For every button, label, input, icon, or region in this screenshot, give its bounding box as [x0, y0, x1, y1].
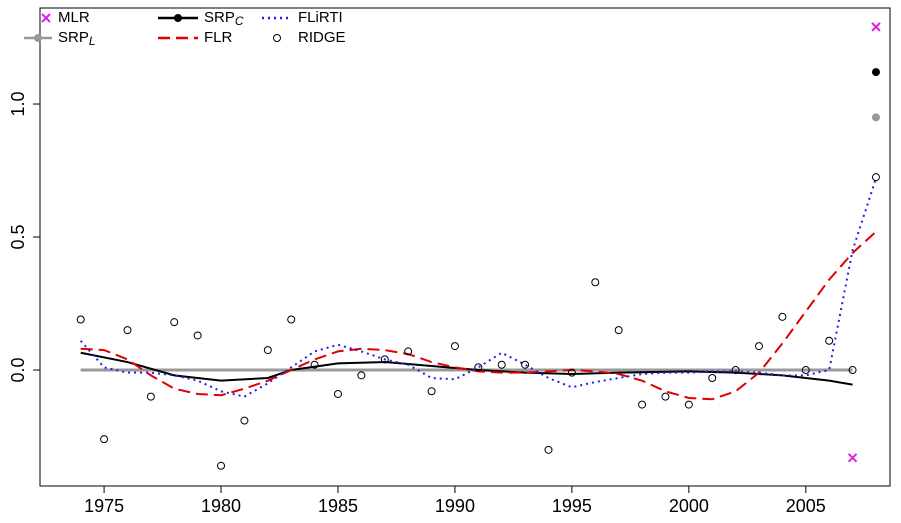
point [76, 315, 85, 324]
legend-marker [273, 34, 281, 42]
legend-marker [34, 34, 42, 42]
point [801, 366, 810, 375]
point [193, 331, 202, 340]
point [263, 346, 272, 355]
point [450, 342, 459, 351]
point [427, 387, 436, 396]
point [544, 445, 553, 454]
point [100, 435, 109, 444]
point [217, 461, 226, 470]
point [521, 360, 530, 369]
cross-marker [847, 453, 858, 463]
y-tick-label: 1.0 [8, 92, 28, 117]
point [567, 368, 576, 377]
point [146, 392, 155, 401]
point [871, 173, 880, 182]
x-tick-label: 1985 [318, 496, 358, 516]
legend-name: FLiRTI [298, 9, 343, 26]
x-tick-label: 1995 [552, 496, 592, 516]
legend-subscript: C [235, 14, 244, 28]
legend-label: FLiRTI [298, 9, 343, 26]
x-tick-label: 1975 [84, 496, 124, 516]
point [638, 400, 647, 409]
series-line [80, 351, 853, 386]
point [708, 374, 717, 383]
point [170, 318, 179, 327]
plot-frame [39, 7, 891, 487]
x-tick-label: 2000 [669, 496, 709, 516]
point [404, 347, 413, 356]
legend-name: SRP [58, 29, 89, 46]
point [778, 312, 787, 321]
legend-label: SRPC [204, 9, 244, 28]
point [661, 392, 670, 401]
cross-marker [871, 22, 881, 32]
point [123, 326, 132, 335]
point [474, 363, 483, 372]
point [240, 416, 249, 425]
point [871, 113, 880, 122]
point [333, 389, 342, 398]
legend-marker [174, 14, 182, 22]
legend-name: RIDGE [298, 29, 346, 46]
point [357, 371, 366, 380]
legend-label: FLR [204, 29, 233, 46]
point [825, 336, 834, 345]
legend-label: SRPL [58, 29, 96, 48]
legend-subscript: L [89, 34, 96, 48]
y-tick-label: 0.5 [8, 225, 28, 250]
x-tick-label: 2005 [786, 496, 826, 516]
legend-name: SRP [204, 9, 235, 26]
point [871, 68, 880, 77]
point [731, 366, 740, 375]
y-tick-label: 0.0 [8, 358, 28, 383]
legend-name: MLR [58, 9, 90, 26]
point [848, 366, 857, 375]
point [380, 355, 389, 364]
legend-label: MLR [58, 9, 90, 26]
point [497, 360, 506, 369]
legend-label: RIDGE [298, 29, 346, 46]
legend-name: FLR [204, 29, 233, 46]
point [755, 342, 764, 351]
x-tick-label: 1980 [201, 496, 241, 516]
point [684, 400, 693, 409]
point [614, 326, 623, 335]
legend-marker [41, 13, 51, 23]
x-tick-label: 1990 [435, 496, 475, 516]
series-line [80, 230, 877, 401]
point [310, 360, 319, 369]
point [287, 315, 296, 324]
point [591, 278, 600, 287]
